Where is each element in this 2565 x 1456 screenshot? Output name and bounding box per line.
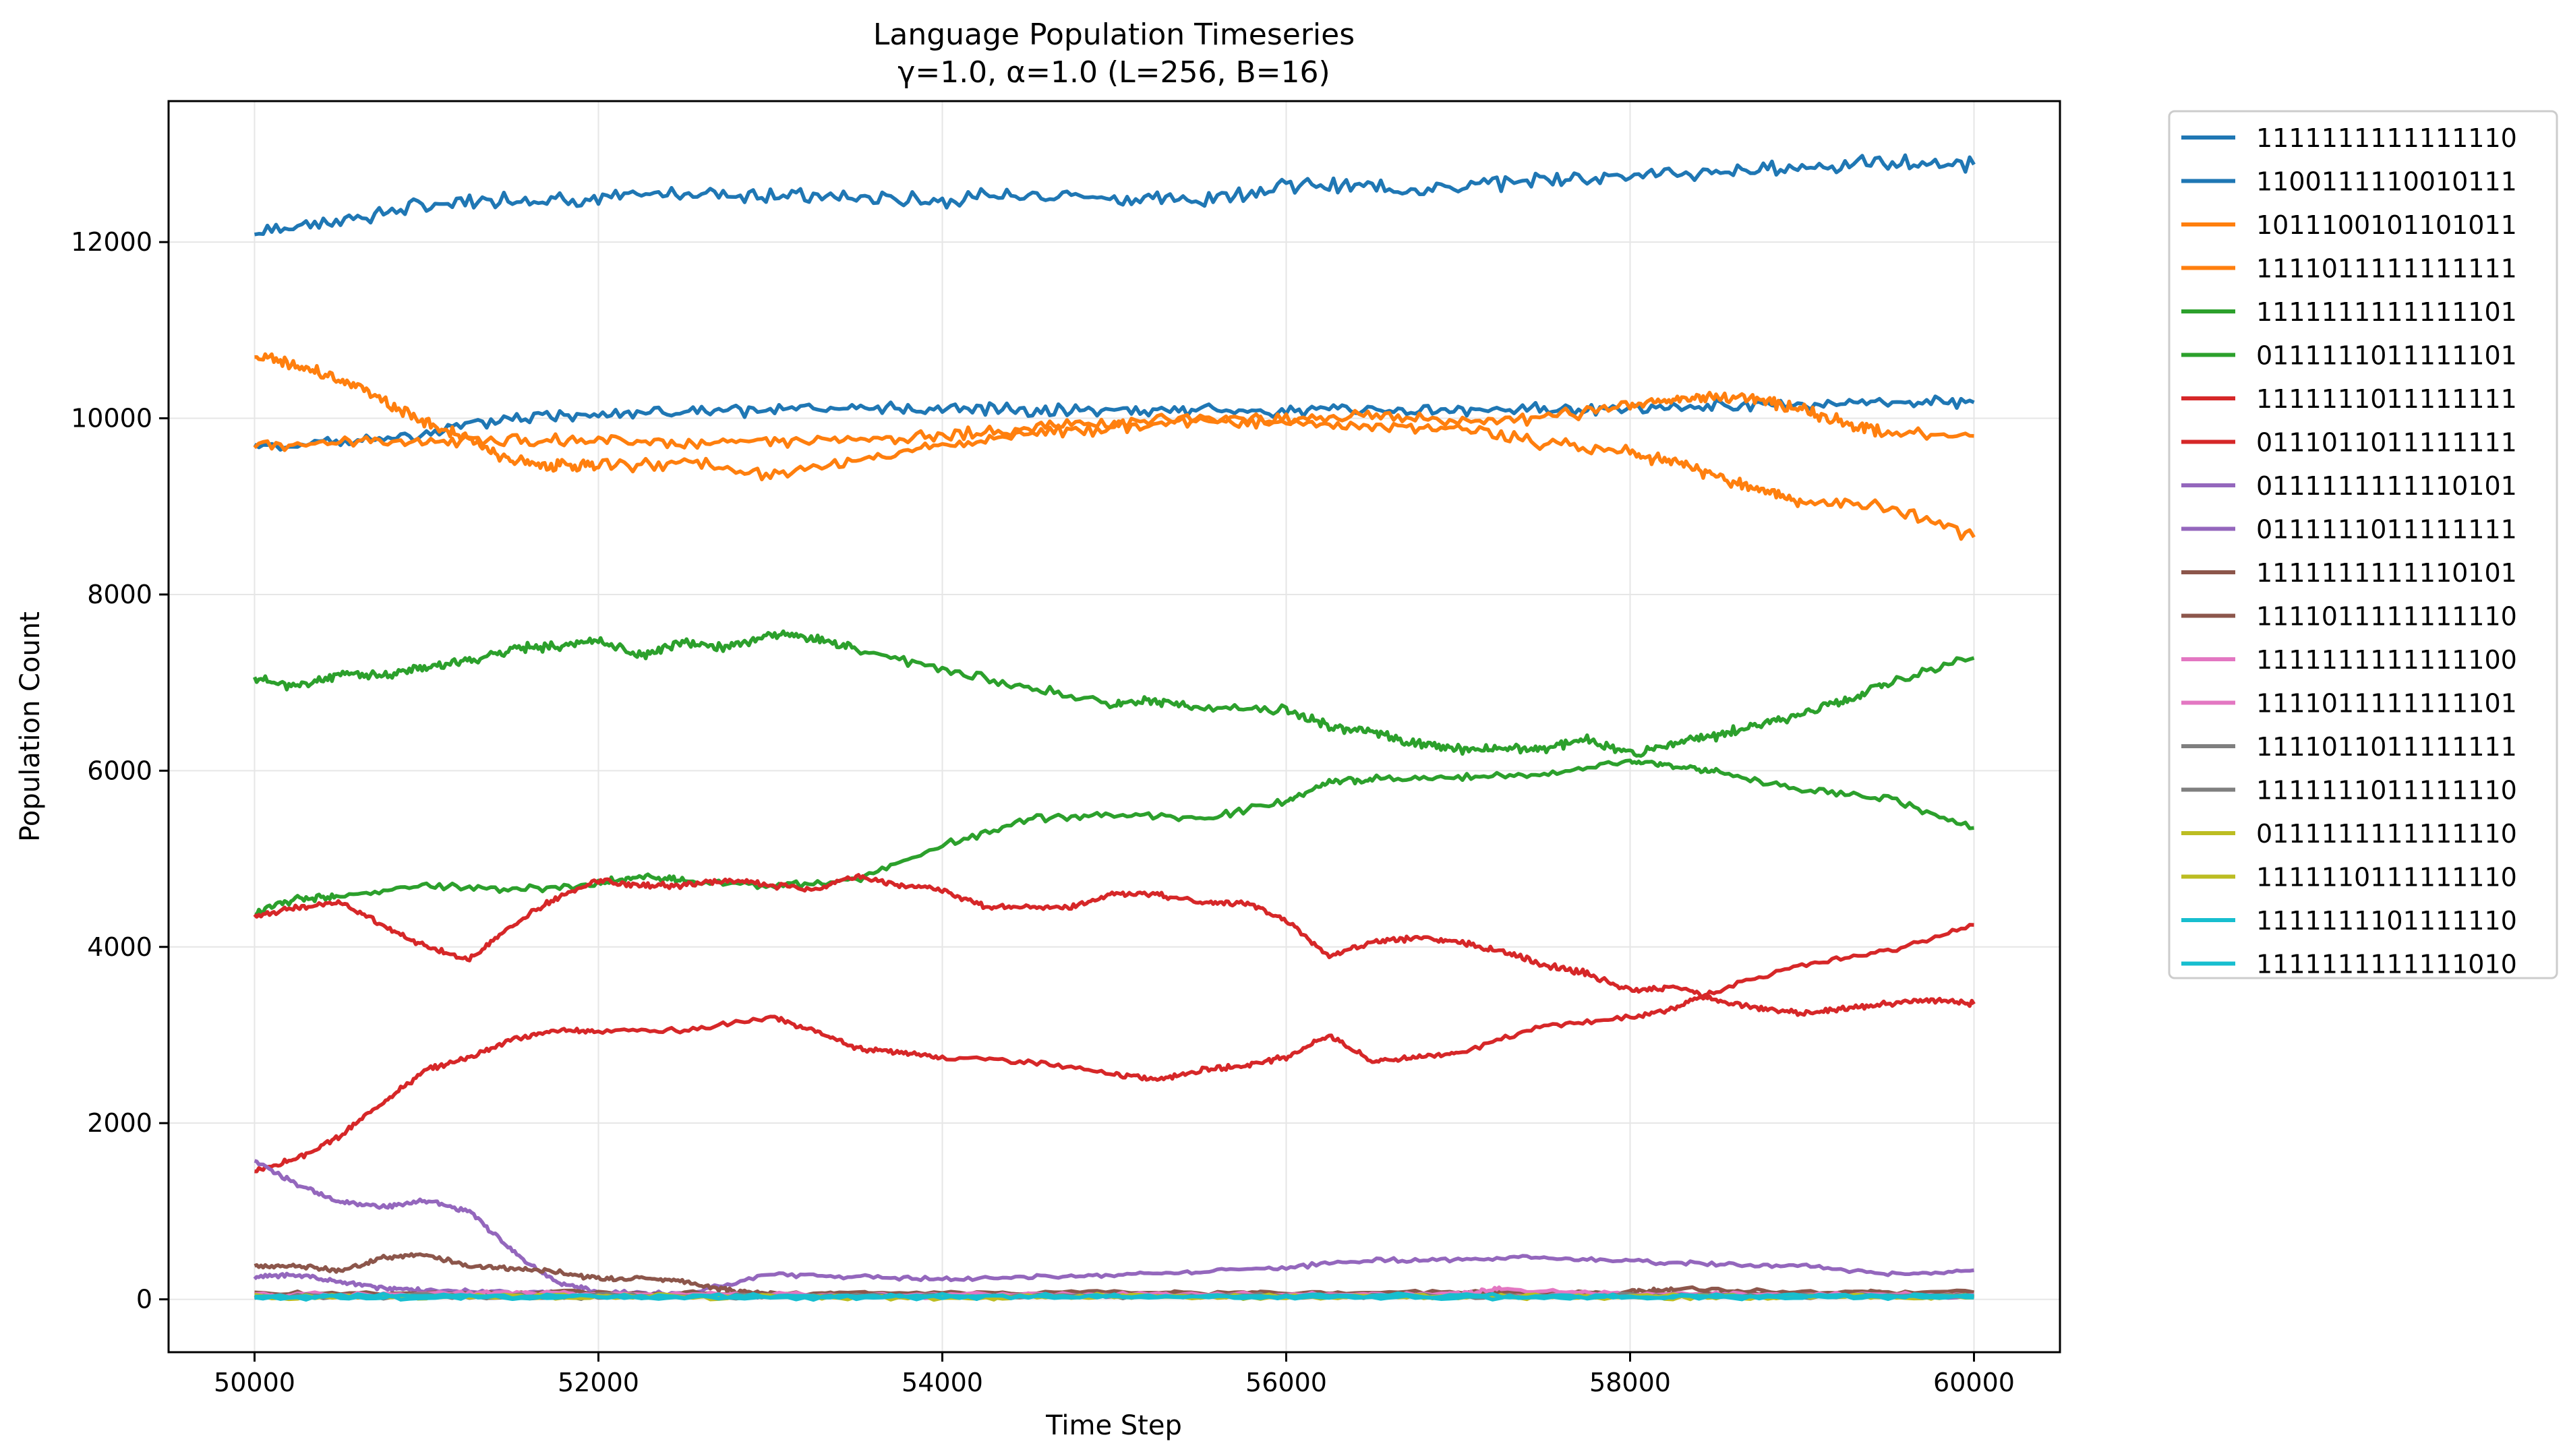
x-tick-label: 56000 — [1245, 1368, 1327, 1397]
legend-entry-label: 1111111011111110 — [2256, 776, 2517, 806]
series-line-1 — [253, 394, 1975, 452]
series-line-2 — [254, 352, 1976, 541]
y-tick-label: 4000 — [87, 932, 152, 962]
legend-entry-label: 0111111111111110 — [2256, 819, 2517, 849]
legend-entry-label: 1111011011111111 — [2256, 732, 2517, 762]
series-line-6 — [253, 873, 1976, 1017]
legend-entry-label: 1111111111110101 — [2256, 558, 2517, 588]
legend-entry-label: 1111111011111111 — [2256, 384, 2517, 414]
x-tick-label: 52000 — [558, 1368, 639, 1397]
x-tick-label: 58000 — [1589, 1368, 1671, 1397]
legend-frame — [2168, 110, 2558, 979]
grid-lines — [169, 101, 2060, 1352]
x-tick-label: 54000 — [902, 1368, 983, 1397]
y-axis-label: Population Count — [15, 611, 46, 842]
y-axis-ticks: 0 2000 4000 6000 8000 10000 12000 — [71, 227, 169, 1314]
y-tick-label: 2000 — [87, 1108, 152, 1138]
legend-entry-label: 1111111101111110 — [2256, 906, 2517, 936]
legend-entry-label: 0111111011111101 — [2256, 341, 2517, 371]
legend-entry-label: 0111111011111111 — [2256, 515, 2517, 545]
legend-entry-label: 1100111110010111 — [2256, 167, 2517, 197]
series-lines — [252, 153, 1976, 1302]
x-axis-ticks: 50000 52000 54000 56000 58000 60000 — [214, 1352, 2015, 1397]
legend-entry-label: 1011100101101011 — [2256, 210, 2517, 240]
x-tick-label: 50000 — [214, 1368, 295, 1397]
x-tick-label: 60000 — [1933, 1368, 2015, 1397]
y-tick-label: 6000 — [87, 756, 152, 785]
legend-entry-label: 1111011111111110 — [2256, 602, 2517, 632]
legend-entry-label: 1111011111111101 — [2256, 689, 2517, 719]
series-line-0 — [254, 153, 1976, 237]
series-line-4 — [252, 629, 1975, 758]
y-tick-label: 10000 — [71, 404, 152, 433]
series-line-7 — [254, 923, 1974, 1174]
legend-entry-label: 1111011111111111 — [2256, 254, 2517, 284]
x-axis-label: Time Step — [1045, 1410, 1182, 1441]
plot-frame — [167, 100, 2061, 1354]
legend-entry-label: 1111111111111110 — [2256, 123, 2517, 153]
chart-title-line1: Language Population Timeseries — [873, 18, 1355, 52]
legend-entry-label: 1111111111111010 — [2256, 950, 2517, 979]
legend: 1111111111111110 1100111110010111 10111001… — [2168, 110, 2558, 979]
chart-title-line2: γ=1.0, α=1.0 (L=256, B=16) — [897, 55, 1330, 90]
series-line-8 — [254, 1159, 1974, 1298]
legend-entry-label: 1111111111111101 — [2256, 297, 2517, 327]
legend-entry-label: 1111110111111110 — [2256, 863, 2517, 892]
legend-entry-label: 1111111111111100 — [2256, 645, 2517, 675]
y-tick-label: 8000 — [87, 580, 152, 609]
legend-entry-label: 0111111111110101 — [2256, 471, 2517, 501]
y-tick-label: 0 — [136, 1285, 152, 1314]
series-line-3 — [253, 390, 1974, 452]
y-tick-label: 12000 — [71, 227, 152, 257]
legend-entry-label: 0111011011111111 — [2256, 428, 2517, 458]
series-line-5 — [254, 758, 1974, 917]
series-line-19 — [254, 1291, 1974, 1301]
